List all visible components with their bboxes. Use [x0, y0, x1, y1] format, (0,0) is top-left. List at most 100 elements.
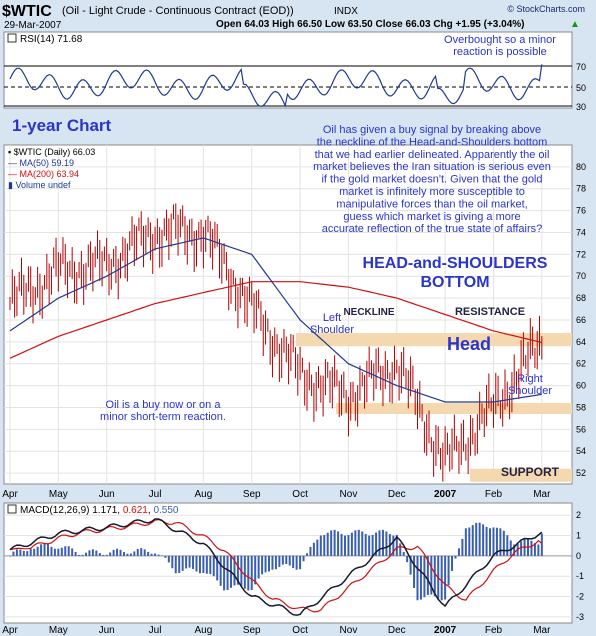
ma50-line: [9, 237, 542, 403]
macd-histogram-bar: [122, 552, 125, 556]
macd-histogram-bar: [464, 528, 467, 556]
macd-icon: [7, 504, 17, 514]
macd-histogram-bar: [116, 548, 119, 556]
macd-histogram-bar: [475, 522, 478, 556]
macd-histogram-bar: [381, 529, 384, 556]
macd-histogram-bar: [188, 555, 191, 568]
macd-histogram-bar: [154, 553, 157, 556]
macd-histogram-bar: [205, 555, 208, 574]
right-shoulder-line2: Shoulder: [508, 385, 552, 397]
price-tick-label: 58: [576, 402, 586, 412]
macd-histogram-bar: [323, 535, 326, 556]
x-tick-label: Sep: [243, 625, 261, 636]
macd-histogram-bar: [399, 543, 402, 556]
x-tick-label: Sep: [243, 489, 261, 500]
macd-histogram-bar: [22, 550, 25, 556]
macd-histogram-bar: [492, 527, 495, 556]
macd-histogram-bar: [198, 555, 201, 574]
macd-histogram-bar: [192, 555, 195, 569]
macd-histogram-bar: [326, 532, 329, 556]
hs-title-line1: HEAD-and-SHOULDERS: [363, 255, 548, 272]
x-tick-label: Aug: [194, 625, 212, 636]
macd-histogram-bar: [43, 543, 46, 556]
macd-histogram-bar: [243, 555, 246, 589]
rsi-line: [9, 64, 543, 108]
exchange: INDX: [334, 6, 358, 17]
x-tick-label: 2007: [434, 489, 457, 500]
resistance-zone: [296, 333, 572, 347]
commentary-line: market is infinitely more susceptible to: [339, 186, 525, 198]
macd-histogram-bar: [185, 555, 188, 569]
macd-histogram-bar: [264, 555, 267, 573]
macd-histogram-bar: [499, 528, 502, 556]
x-tick-label: Jul: [149, 625, 162, 636]
price-tick-label: 64: [576, 337, 586, 347]
macd-histogram-bar: [540, 533, 543, 556]
macd-histogram-bar: [371, 534, 374, 556]
macd-histogram-bar: [150, 553, 153, 556]
macd-histogram-bar: [533, 543, 536, 556]
macd-histogram-bar: [288, 555, 291, 566]
macd-histogram-bar: [129, 553, 132, 556]
macd-histogram-bar: [402, 551, 405, 556]
macd-histogram-bar: [368, 535, 371, 556]
macd-histogram-bar: [378, 530, 381, 556]
macd-histogram-bar: [312, 542, 315, 556]
macd-histogram-bar: [457, 548, 460, 556]
macd-histogram-bar: [33, 548, 36, 556]
symbol-name: (Oil - Light Crude - Continuous Contract…: [62, 5, 294, 17]
macd-histogram-bar: [112, 549, 115, 556]
macd-histogram-bar: [136, 548, 139, 556]
symbol: $WTIC: [2, 3, 52, 20]
macd-histogram-bar: [36, 546, 39, 556]
macd-gridlines: [4, 514, 572, 618]
macd-histogram-bar: [78, 554, 81, 556]
x-tick-label: Apr: [2, 625, 18, 636]
macd-histogram-bar: [174, 555, 177, 574]
macd-histogram-bar: [413, 555, 416, 588]
macd-histogram-bar: [316, 539, 319, 556]
rsi-note-line1: Overbought so a minor: [444, 34, 556, 46]
macd-panel: [3, 502, 573, 624]
price-tick-label: 54: [576, 446, 586, 456]
resistance-label: RESISTANCE: [455, 306, 525, 318]
macd-histogram-bar: [74, 551, 77, 556]
macd-histogram-bar: [495, 527, 498, 556]
macd-histogram-bar: [171, 555, 174, 569]
macd-histogram-bar: [444, 555, 447, 600]
macd-histogram-bar: [60, 547, 63, 556]
x-tick-label: Jun: [99, 625, 115, 636]
macd-histogram-bar: [309, 546, 312, 556]
macd-histogram-bar: [278, 555, 281, 567]
macd-histogram-bar: [295, 555, 298, 570]
x-tick-label: Mar: [533, 489, 551, 500]
macd-histogram-bar: [109, 552, 112, 556]
macd-histogram-bar: [354, 530, 357, 556]
rsi-note-line2: reaction is possible: [453, 46, 547, 58]
commentary-line: that we had earlier delineated. Apparent…: [315, 149, 550, 161]
x-tick-label: May: [49, 489, 68, 500]
commentary-line: if the gold market doesn't. Given that t…: [321, 174, 542, 186]
right-shoulder-line1: Right: [517, 373, 543, 385]
rsi-icon: [7, 33, 17, 43]
macd-histogram-bar: [157, 554, 160, 556]
macd-histogram-bar: [478, 522, 481, 556]
macd-histogram-bar: [337, 531, 340, 556]
macd-histogram-bar: [71, 548, 74, 556]
macd-histogram-bar: [212, 555, 215, 577]
macd-histogram-bar: [126, 553, 129, 556]
macd-histogram-bar: [333, 529, 336, 556]
head-label: Head: [447, 334, 491, 354]
macd-histogram-bar: [513, 544, 516, 556]
macd-histogram-bar: [274, 555, 277, 570]
left-shoulder-line1: Left: [323, 312, 341, 324]
macd-histogram-bar: [281, 555, 284, 565]
x-tick-label: Oct: [292, 625, 308, 636]
macd-histogram-bar: [506, 535, 509, 556]
macd-histogram-bar: [451, 555, 454, 571]
macd-label-text: MACD(12,26,9) 1.171, 0.621, 0.550: [20, 505, 179, 516]
macd-histogram-bar: [468, 527, 471, 556]
macd-histogram-bar: [209, 555, 212, 575]
macd-histogram-bar: [233, 555, 236, 586]
